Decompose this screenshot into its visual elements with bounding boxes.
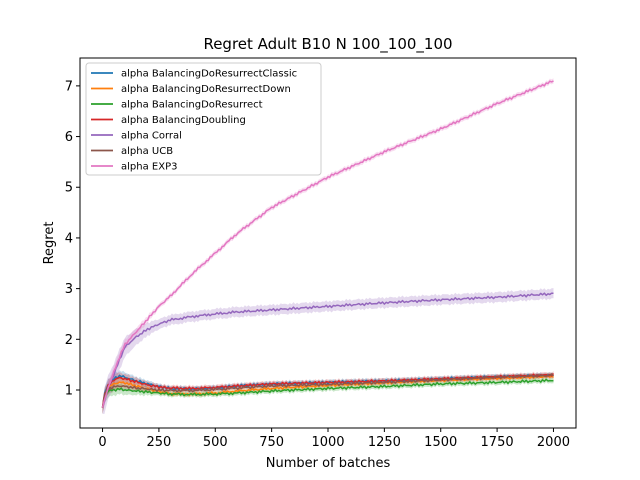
legend-label: alpha EXP3 bbox=[121, 162, 177, 173]
chart-title: Regret Adult B10 N 100_100_100 bbox=[203, 35, 452, 54]
x-tick-label: 750 bbox=[259, 435, 284, 450]
x-tick-label: 1000 bbox=[311, 435, 344, 450]
legend-label: alpha BalancingDoResurrect bbox=[121, 100, 263, 111]
legend-box bbox=[85, 62, 322, 176]
y-tick-label: 4 bbox=[65, 231, 73, 246]
x-axis-title: Number of batches bbox=[266, 456, 391, 471]
x-tick-label: 500 bbox=[203, 435, 228, 450]
series-line bbox=[101, 80, 554, 408]
x-tick-label: 0 bbox=[98, 435, 106, 450]
x-tick-label: 250 bbox=[146, 435, 171, 450]
y-tick-label: 2 bbox=[65, 333, 73, 348]
y-tick-label: 3 bbox=[65, 282, 73, 297]
confidence-band bbox=[102, 288, 554, 414]
series-lines bbox=[101, 80, 555, 408]
x-tick-label: 2000 bbox=[537, 435, 570, 450]
legend: alpha BalancingDoResurrectClassic alpha B… bbox=[85, 62, 322, 176]
legend-label: alpha Corral bbox=[121, 131, 182, 142]
legend-label: alpha UCB bbox=[121, 146, 173, 157]
x-axis-ticks: 0 250 500 750 1000 1250 1500 1750 2000 bbox=[98, 428, 570, 450]
legend-label: alpha BalancingDoResurrectClassic bbox=[121, 69, 297, 80]
legend-label: alpha BalancingDoResurrectDown bbox=[121, 84, 291, 95]
series-line bbox=[101, 292, 554, 408]
y-tick-label: 7 bbox=[65, 79, 73, 94]
y-axis-title: Regret bbox=[42, 222, 57, 265]
series-line bbox=[101, 378, 554, 408]
x-tick-label: 1750 bbox=[481, 435, 514, 450]
legend-label: alpha BalancingDoubling bbox=[121, 115, 246, 126]
confidence-band bbox=[102, 376, 554, 414]
y-tick-label: 6 bbox=[65, 130, 73, 145]
y-tick-label: 5 bbox=[65, 181, 73, 196]
y-tick-label: 1 bbox=[65, 383, 73, 398]
x-tick-label: 1500 bbox=[424, 435, 457, 450]
y-axis-ticks: 1 2 3 4 5 6 7 bbox=[65, 79, 80, 398]
series-line bbox=[101, 373, 555, 408]
series-line bbox=[101, 373, 555, 408]
x-tick-label: 1250 bbox=[368, 435, 401, 450]
